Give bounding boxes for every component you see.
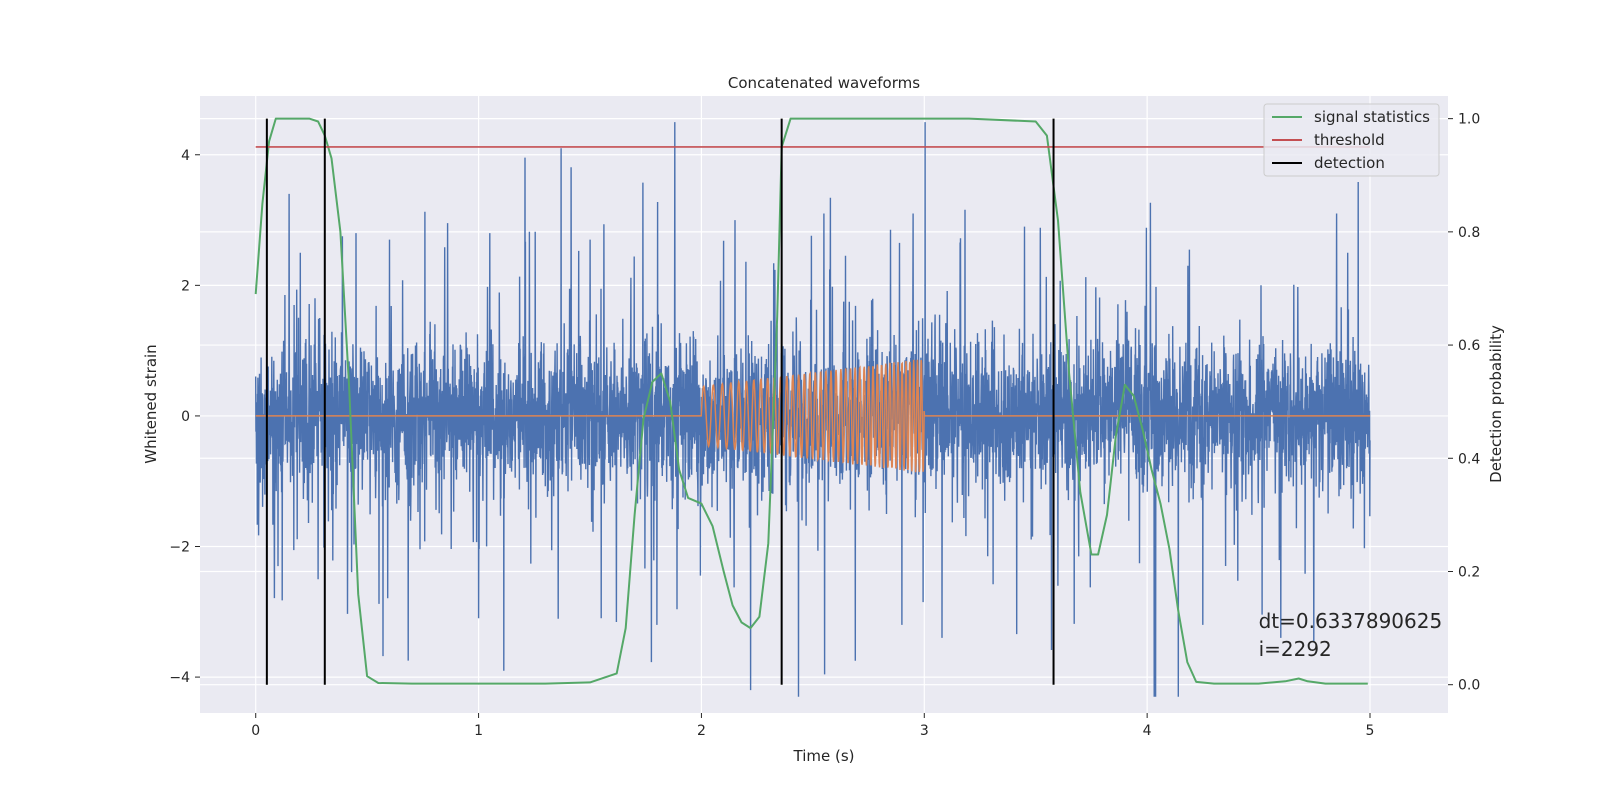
y-right-tick-label-0.4: 0.4 (1458, 451, 1480, 467)
y-left-tick-label--4: −4 (169, 670, 190, 686)
y-left-tick-label-4: 4 (181, 148, 190, 164)
y-right-tick-label-1: 1.0 (1458, 112, 1480, 128)
x-tick-label-0: 0 (251, 723, 260, 739)
y-right-tick-label-0.2: 0.2 (1458, 564, 1480, 580)
y-left-tick-label-0: 0 (181, 409, 190, 425)
y-right-tick-label-0: 0.0 (1458, 678, 1480, 694)
legend: signal statistics threshold detection (1263, 103, 1440, 177)
x-tick-label-1: 1 (474, 723, 483, 739)
annotation-line-2: i=2292 (1259, 637, 1332, 661)
legend-box (1263, 103, 1440, 177)
series-signal-statistics (254, 117, 1368, 685)
y-right-tick-label-0.8: 0.8 (1458, 225, 1480, 241)
legend-label-detection: detection (1314, 154, 1385, 172)
annotation: dt=0.6337890625 i=2292 (1259, 609, 1443, 661)
y-left-tick-label-2: 2 (181, 278, 190, 294)
legend-label-signal-statistics: signal statistics (1314, 108, 1430, 126)
chart-title: Concatenated waveforms (728, 74, 920, 92)
y-axis-label-right: Detection probability (1487, 325, 1505, 483)
x-tick-label-5: 5 (1366, 723, 1375, 739)
x-axis-label: Time (s) (793, 747, 855, 765)
series-layer (254, 117, 1371, 697)
y-axis-label-left: Whitened strain (142, 344, 160, 463)
x-tick-label-4: 4 (1143, 723, 1152, 739)
legend-label-threshold: threshold (1314, 131, 1385, 149)
x-tick-label-2: 2 (697, 723, 706, 739)
y-right-tick-label-0.6: 0.6 (1458, 338, 1480, 354)
annotation-line-1: dt=0.6337890625 (1259, 609, 1443, 633)
x-tick-label-3: 3 (920, 723, 929, 739)
tick-labels: 0 1 2 3 4 5 −4 −2 0 2 4 0.0 0.2 0.4 0.6 0.8 1.0 (169, 112, 1480, 739)
series-chirp (255, 359, 1370, 473)
y-left-tick-label--2: −2 (169, 540, 190, 556)
